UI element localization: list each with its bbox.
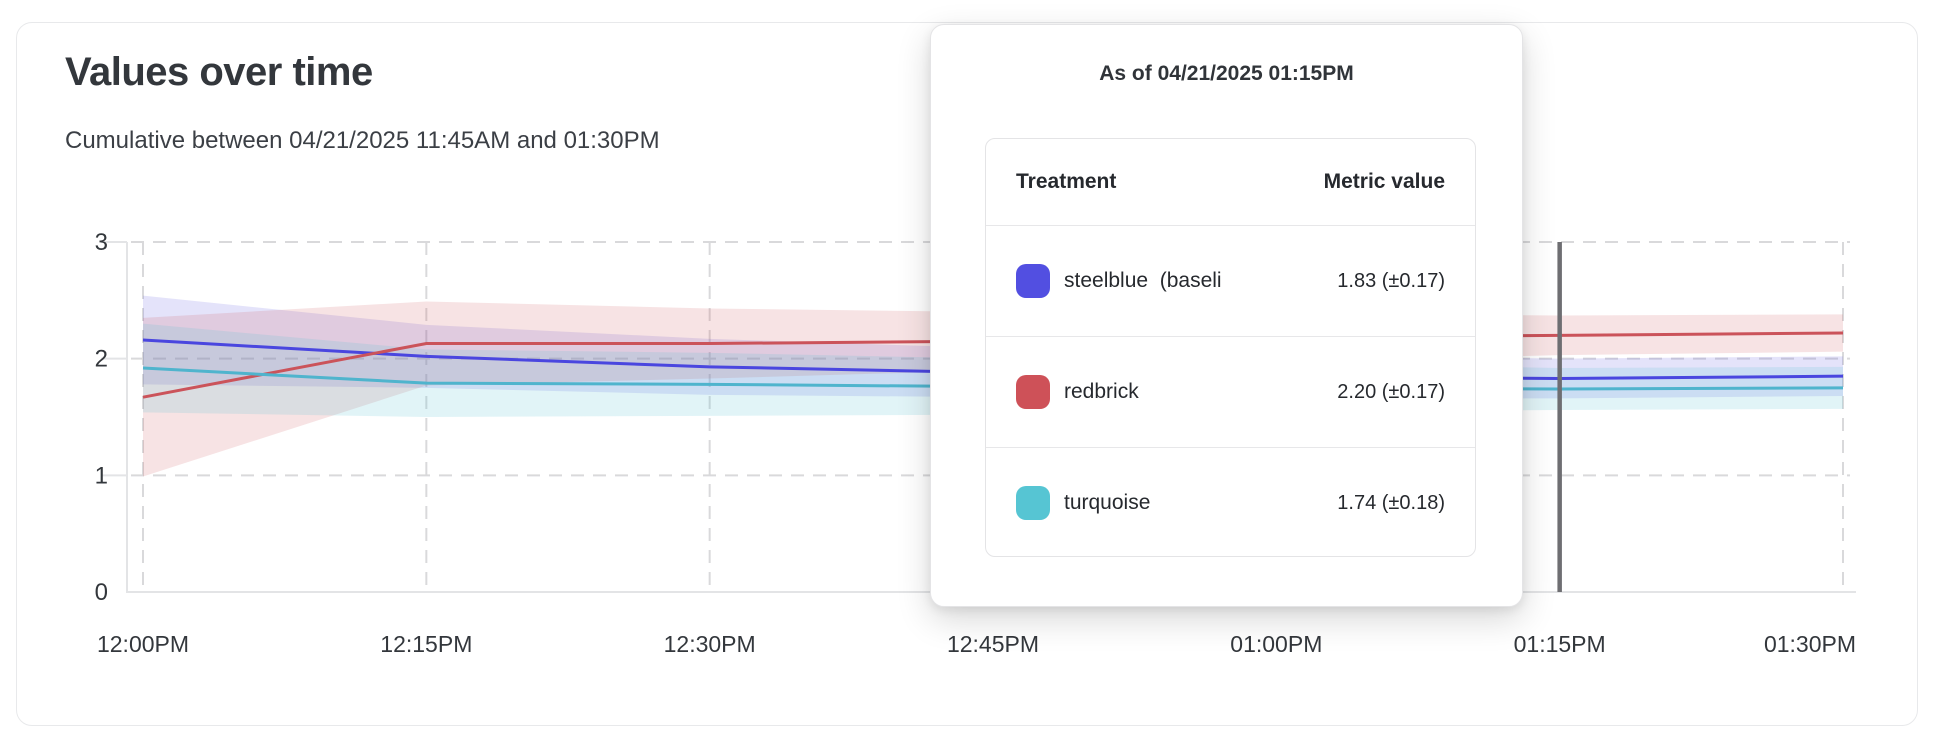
series-value: 2.20 (±0.17) (1337, 380, 1445, 403)
x-tick-label-12:30PM: 12:30PM (664, 631, 756, 657)
x-tick-label-01:15PM: 01:15PM (1514, 631, 1606, 657)
x-tick-label-01:30PM: 01:30PM (1764, 631, 1856, 657)
y-tick-label-1: 1 (95, 462, 108, 489)
chart-subtitle: Cumulative between 04/21/2025 11:45AM an… (65, 127, 660, 154)
tooltip-row-redbrick: redbrick 2.20 (±0.17) (986, 337, 1475, 448)
steelblue-swatch (1016, 264, 1050, 298)
turquoise-swatch (1016, 486, 1050, 520)
redbrick-swatch (1016, 375, 1050, 409)
y-tick-label-2: 2 (95, 346, 108, 373)
tooltip-row-turquoise: turquoise 1.74 (±0.18) (986, 448, 1475, 556)
series-value: 1.74 (±0.18) (1337, 491, 1445, 514)
hover-tooltip: As of 04/21/2025 01:15PM Treatment Metri… (930, 24, 1523, 607)
x-tick-label-12:15PM: 12:15PM (380, 631, 472, 657)
y-tick-label-0: 0 (95, 579, 108, 606)
tooltip-row-steelblue: steelblue (baseli 1.83 (±0.17) (986, 226, 1475, 337)
y-tick-label-3: 3 (95, 229, 108, 256)
series-label: steelblue (baseli (1064, 269, 1222, 292)
column-header-metric-value: Metric value (1323, 170, 1445, 193)
series-label: turquoise (1064, 491, 1151, 514)
tooltip-title: As of 04/21/2025 01:15PM (1099, 62, 1354, 85)
tooltip-table: Treatment Metric value steelblue (baseli… (985, 138, 1476, 557)
x-tick-label-01:00PM: 01:00PM (1230, 631, 1322, 657)
series-value: 1.83 (±0.17) (1337, 269, 1445, 292)
x-tick-label-12:45PM: 12:45PM (947, 631, 1039, 657)
column-header-treatment: Treatment (1016, 170, 1117, 193)
page-title: Values over time (65, 50, 373, 94)
x-tick-label-12:00PM: 12:00PM (97, 631, 189, 657)
series-label: redbrick (1064, 380, 1139, 403)
tooltip-table-header: Treatment Metric value (986, 139, 1475, 226)
